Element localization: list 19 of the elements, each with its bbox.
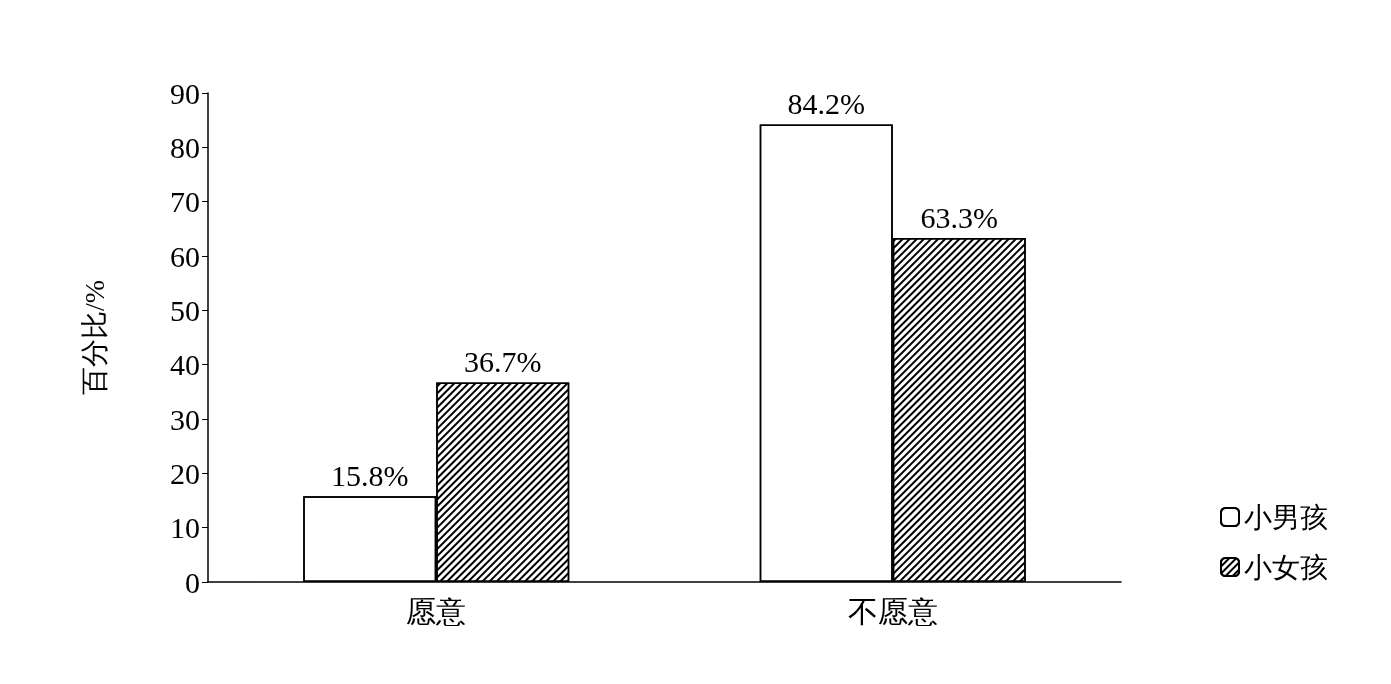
y-tick-label: 0	[185, 565, 200, 599]
data-label: 15.8%	[331, 458, 409, 492]
legend-label: 小男孩	[1244, 501, 1328, 533]
y-tick-label: 60	[170, 239, 200, 273]
data-label: 84.2%	[787, 87, 865, 121]
y-tick-label: 30	[170, 402, 200, 436]
y-tick-label: 90	[170, 76, 200, 110]
y-tick-label: 70	[170, 185, 200, 219]
x-tick-label: 愿意	[406, 594, 467, 628]
legend-label: 小女孩	[1244, 551, 1328, 583]
data-label: 36.7%	[464, 345, 542, 379]
y-tick-label: 50	[170, 293, 200, 327]
x-tick-label: 不愿意	[847, 594, 938, 628]
y-tick-label: 40	[170, 348, 200, 382]
y-tick-label: 80	[170, 130, 200, 164]
data-label: 63.3%	[920, 200, 998, 234]
y-axis-title: 百分比/%	[78, 279, 110, 396]
y-tick-label: 10	[170, 511, 200, 545]
y-tick-label: 20	[170, 456, 200, 490]
